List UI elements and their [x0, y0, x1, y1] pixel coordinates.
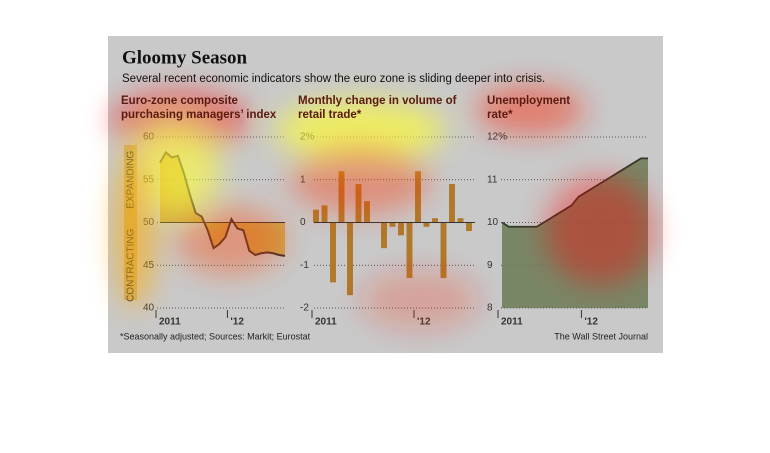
- y-tick-label: 40: [143, 303, 155, 314]
- source: The Wall Street Journal: [554, 331, 648, 341]
- chart-title: purchasing managers’ index: [121, 109, 277, 121]
- y-tick-label: -1: [300, 260, 309, 271]
- chart-title: retail trade*: [298, 109, 362, 121]
- bar: [347, 222, 353, 296]
- chart-title: rate*: [487, 109, 513, 121]
- x-tick-label: 2011: [501, 317, 523, 328]
- heat-spot: [110, 90, 250, 150]
- bar: [313, 209, 319, 223]
- bar: [389, 222, 396, 227]
- heat-spot: [545, 175, 655, 285]
- bar: [440, 222, 447, 279]
- bar: [406, 222, 413, 279]
- bar: [457, 218, 464, 223]
- bar: [449, 184, 455, 223]
- heat-spot: [290, 145, 430, 215]
- y-tick-label: 11: [487, 174, 498, 185]
- footnote: *Seasonally adjusted; Sources: Markit; E…: [120, 331, 311, 341]
- heatmap: [110, 85, 655, 330]
- y-tick-label: 10: [487, 217, 499, 228]
- heat-spot: [360, 270, 480, 330]
- chart-title: Unemployment: [487, 95, 570, 107]
- bar: [432, 218, 438, 223]
- y-tick-label: 9: [487, 260, 493, 271]
- x-tick-label: '12: [230, 317, 244, 328]
- y-tick-label: 0: [300, 217, 306, 228]
- bar: [321, 205, 328, 223]
- x-tick-label: 2011: [159, 317, 181, 328]
- bar: [398, 222, 404, 236]
- chart-title: Euro-zone composite: [121, 95, 238, 107]
- chart-title: Monthly change in volume of: [298, 95, 457, 107]
- bar: [330, 222, 336, 283]
- bar: [423, 222, 430, 227]
- heat-spot: [275, 100, 445, 160]
- subtitle: Several recent economic indicators show …: [122, 73, 545, 85]
- title: Gloomy Season: [122, 47, 248, 68]
- y-tick-label: 12%: [487, 132, 507, 143]
- heat-spot: [115, 150, 155, 310]
- y-tick-label: 8: [487, 303, 493, 314]
- heat-spot: [175, 205, 285, 275]
- y-tick-label: -2: [300, 303, 309, 314]
- heat-spot: [475, 85, 585, 135]
- x-tick-label: 2011: [315, 317, 337, 328]
- bar: [466, 222, 472, 232]
- x-tick-label: '12: [584, 317, 598, 328]
- bar: [381, 222, 387, 249]
